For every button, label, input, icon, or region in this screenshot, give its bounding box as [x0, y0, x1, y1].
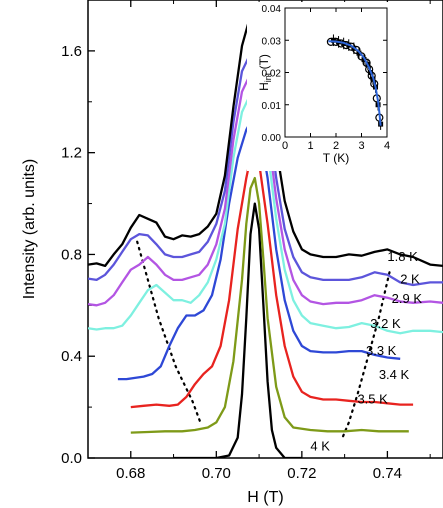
inset-x-tick-label: 3 — [358, 140, 364, 152]
x-axis-label: H (T) — [247, 489, 283, 506]
inset-y-tick-label: 0.02 — [262, 69, 282, 80]
inset-plot: 0 1 2 3 4 0.00 0.01 0.02 0.03 0.04 T (K) Hint (T) — [247, 2, 397, 171]
inset-y-tick-label: 0.00 — [262, 133, 282, 144]
main-plot: 0.68 0.70 0.72 0.74 0.0 0.4 0.8 1.2 1.6 H (T) Inte… — [21, 0, 443, 506]
x-tick-label: 0.68 — [116, 465, 145, 482]
series-label: 3.3 K — [366, 343, 397, 358]
inset-x-axis-label: T (K) — [323, 151, 349, 165]
y-tick-label: 1.6 — [61, 43, 82, 60]
inset-y-tick-label: 0.01 — [262, 101, 282, 112]
inset-fit-line — [328, 40, 382, 126]
inset-y-label-main: H — [257, 82, 271, 91]
inset-y-axis-label: Hint (T) — [257, 54, 273, 91]
inset-y-label-sub: int — [263, 72, 273, 82]
x-tick-label: 0.70 — [202, 465, 231, 482]
series-line — [130, 176, 409, 434]
series-line — [88, 11, 443, 268]
series-label: 3.2 K — [370, 316, 401, 331]
inset-x-tick-label: 4 — [384, 140, 390, 152]
main-plot-frame — [87, 0, 443, 459]
y-tick-label: 0.4 — [61, 348, 82, 365]
dotted-guide-line — [341, 271, 391, 439]
inset-x-tick-label: 1 — [307, 140, 313, 152]
y-axis-label: Intensity (arb. units) — [21, 159, 38, 300]
inset-y-label-unit: (T) — [257, 54, 271, 73]
y-tick-label: 1.2 — [61, 145, 82, 162]
inset-y-tick-label: 0.03 — [262, 36, 282, 47]
series-line — [88, 70, 443, 307]
dotted-guide-line — [136, 240, 203, 426]
y-tick-label: 0.0 — [61, 450, 82, 467]
series-label: 3.4 K — [379, 367, 410, 382]
series-label: 3.5 K — [357, 391, 388, 406]
series-line — [88, 90, 443, 335]
series-label: 4 K — [310, 438, 330, 453]
x-tick-label: 0.74 — [373, 465, 402, 482]
series-label: 2 K — [400, 272, 420, 287]
inset-y-tick-label: 0.04 — [262, 4, 282, 15]
inset-square-marker — [330, 37, 336, 43]
series-line — [88, 49, 443, 287]
x-tick-label: 0.72 — [287, 465, 316, 482]
inset-x-tick-label: 0 — [282, 140, 288, 152]
series-line — [173, 202, 302, 458]
series-label: 1.8 K — [387, 249, 418, 264]
inset-x-tick-label: 2 — [333, 140, 339, 152]
series-label: 2.9 K — [392, 291, 423, 306]
y-tick-label: 0.8 — [61, 246, 82, 263]
